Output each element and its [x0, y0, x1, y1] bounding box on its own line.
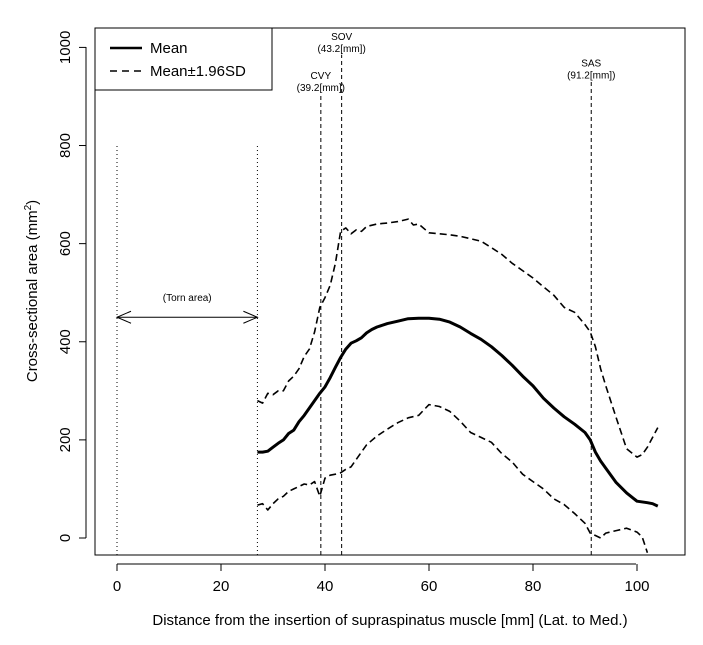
torn-area-arrowhead-right: [243, 310, 259, 324]
x-tick-label: 0: [113, 578, 121, 595]
reference-line-value: (39.2[mm]): [297, 83, 345, 94]
reference-line-label: CVY: [311, 71, 332, 82]
torn-area-label: (Torn area): [163, 293, 212, 304]
y-axis-title-main: Cross-sectional area (mm: [24, 210, 41, 382]
legend: Mean Mean±1.96SD: [94, 27, 273, 91]
x-tick-label: 80: [525, 578, 542, 595]
reference-line-label: SOV: [331, 32, 352, 43]
x-tick-label: 40: [317, 578, 334, 595]
series-upper-sd-line: [257, 218, 659, 458]
series-lower-sd-line: [257, 403, 649, 553]
y-axis-title: Cross-sectional area (mm2): [23, 200, 41, 382]
x-tick-label: 100: [624, 578, 649, 595]
y-tick-label: 1000: [57, 31, 74, 64]
legend-sd-label: Mean±1.96SD: [150, 63, 246, 80]
reference-line-value: (91.2[mm]): [567, 71, 615, 82]
reference-line-label: SAS: [581, 59, 601, 70]
x-tick-label: 20: [213, 578, 230, 595]
y-axis-title-superscript: 2: [23, 204, 34, 210]
reference-line-value: (43.2[mm]): [317, 44, 365, 55]
torn-area-arrowhead-left: [115, 310, 132, 324]
y-tick-label: 0: [57, 534, 74, 542]
plot-frame: [94, 27, 686, 556]
legend-box: [94, 27, 273, 91]
y-tick-label: 400: [57, 329, 74, 354]
x-axis-title: Distance from the insertion of supraspin…: [152, 612, 627, 629]
y-tick-label: 200: [57, 427, 74, 452]
x-tick-label: 60: [421, 578, 438, 595]
torn-area-arrow: (Torn area): [115, 293, 259, 324]
legend-mean-label: Mean: [150, 40, 188, 57]
series-mean-line: [257, 316, 659, 508]
y-axis-title-close: ): [24, 200, 41, 205]
y-tick-label: 600: [57, 231, 74, 256]
y-tick-label: 800: [57, 133, 74, 158]
